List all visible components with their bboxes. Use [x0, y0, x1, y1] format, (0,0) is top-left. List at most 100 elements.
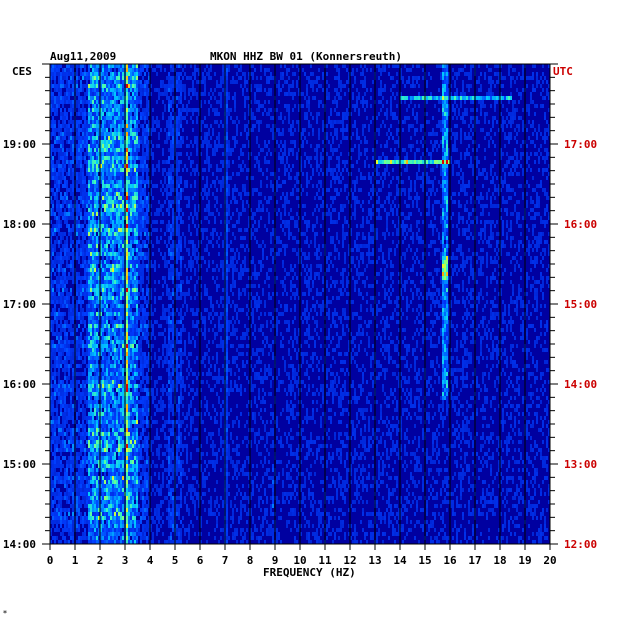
spectrogram-cell: [396, 212, 398, 216]
spectrogram-cell: [62, 104, 64, 108]
spectrogram-cell: [100, 128, 102, 132]
spectrogram-cell: [392, 136, 394, 140]
spectrogram-cell: [66, 68, 68, 72]
spectrogram-cell: [454, 72, 456, 76]
spectrogram-cell: [480, 104, 482, 108]
spectrogram-cell: [108, 148, 110, 152]
spectrogram-cell: [104, 188, 106, 192]
spectrogram-cell: [204, 136, 206, 140]
spectrogram-cell: [64, 156, 66, 160]
spectrogram-cell: [108, 180, 110, 184]
spectrogram-cell: [116, 168, 118, 172]
spectrogram-cell: [212, 148, 214, 152]
spectrogram-cell: [50, 188, 52, 192]
spectrogram-cell: [176, 184, 178, 188]
spectrogram-cell: [436, 124, 438, 128]
spectrogram-cell: [130, 100, 132, 104]
spectrogram-cell: [334, 196, 336, 200]
spectrogram-cell: [326, 188, 328, 192]
spectrogram-cell: [178, 200, 180, 204]
spectrogram-cell: [382, 172, 384, 176]
spectrogram-cell: [108, 64, 110, 68]
spectrogram-cell: [180, 64, 182, 68]
spectrogram-cell: [284, 92, 286, 96]
spectrogram-cell: [220, 96, 222, 100]
spectrogram-cell: [532, 124, 534, 128]
spectrogram-cell: [484, 116, 486, 120]
spectrogram-cell: [98, 196, 100, 200]
spectrogram-cell: [496, 80, 498, 84]
spectrogram-cell: [228, 212, 230, 216]
spectrogram-cell: [56, 88, 58, 92]
spectrogram-cell: [308, 96, 310, 100]
spectrogram-cell: [122, 184, 124, 188]
spectrogram-cell: [120, 168, 122, 172]
spectrogram-cell: [138, 220, 140, 224]
spectrogram-cell: [120, 232, 122, 236]
spectrogram-cell: [280, 148, 282, 152]
spectrogram-cell: [130, 96, 132, 100]
spectrogram-cell: [90, 220, 92, 224]
spectrogram-cell: [178, 64, 180, 68]
spectrogram-cell: [76, 104, 78, 108]
spectrogram-cell: [72, 208, 74, 212]
spectrogram-cell: [134, 100, 136, 104]
spectrogram-cell: [260, 120, 262, 124]
spectrogram-cell: [526, 200, 528, 204]
spectrogram-cell: [88, 152, 90, 156]
spectrogram-cell: [134, 144, 136, 148]
spectrogram-cell: [412, 108, 414, 112]
spectrogram-cell: [178, 88, 180, 92]
spectrogram-cell: [268, 88, 270, 92]
spectrogram-cell: [112, 188, 114, 192]
spectrogram-cell: [196, 116, 198, 120]
spectrogram-cell: [54, 132, 56, 136]
spectrogram-cell: [140, 84, 142, 88]
spectrogram-cell: [112, 136, 114, 140]
spectrogram-cell: [298, 104, 300, 108]
spectrogram-cell: [50, 108, 52, 112]
spectrogram-cell: [114, 156, 116, 160]
spectrogram-cell: [494, 100, 496, 104]
spectrogram-cell: [486, 92, 488, 96]
spectrogram-cell: [136, 128, 138, 132]
spectrogram-cell: [534, 188, 536, 192]
spectrogram-cell: [72, 104, 74, 108]
spectrogram-cell: [192, 168, 194, 172]
spectrogram-cell: [52, 148, 54, 152]
spectrogram-cell: [312, 116, 314, 120]
spectrogram-cell: [122, 164, 124, 168]
spectrogram-cell: [166, 120, 168, 124]
spectrogram-cell: [108, 208, 110, 212]
spectrogram-cell: [64, 216, 66, 220]
spectrogram-cell: [462, 220, 464, 224]
spectrogram-cell: [390, 160, 392, 164]
spectrogram-cell: [352, 180, 354, 184]
spectrogram-cell: [284, 200, 286, 204]
spectrogram-cell: [70, 132, 72, 136]
spectrogram-cell: [134, 80, 136, 84]
spectrogram-cell: [442, 104, 444, 108]
spectrogram-cell: [254, 228, 256, 232]
spectrogram-cell: [178, 168, 180, 172]
spectrogram-cell: [114, 128, 116, 132]
spectrogram-cell: [146, 80, 148, 84]
spectrogram-cell: [54, 72, 56, 76]
spectrogram-cell: [236, 132, 238, 136]
spectrogram-cell: [92, 80, 94, 84]
spectrogram-cell: [468, 124, 470, 128]
spectrogram-cell: [118, 160, 120, 164]
spectrogram-cell: [548, 92, 550, 96]
spectrogram-cell: [476, 164, 478, 168]
spectrogram-cell: [522, 196, 524, 200]
spectrogram-cell: [216, 200, 218, 204]
spectrogram-cell: [128, 196, 130, 200]
spectrogram-cell: [284, 64, 286, 68]
spectrogram-cell: [52, 228, 54, 232]
spectrogram-cell: [70, 136, 72, 140]
spectrogram-cell: [284, 152, 286, 156]
spectrogram-cell: [104, 100, 106, 104]
spectrogram-cell: [228, 160, 230, 164]
spectrogram-cell: [152, 144, 154, 148]
spectrogram-cell: [170, 84, 172, 88]
